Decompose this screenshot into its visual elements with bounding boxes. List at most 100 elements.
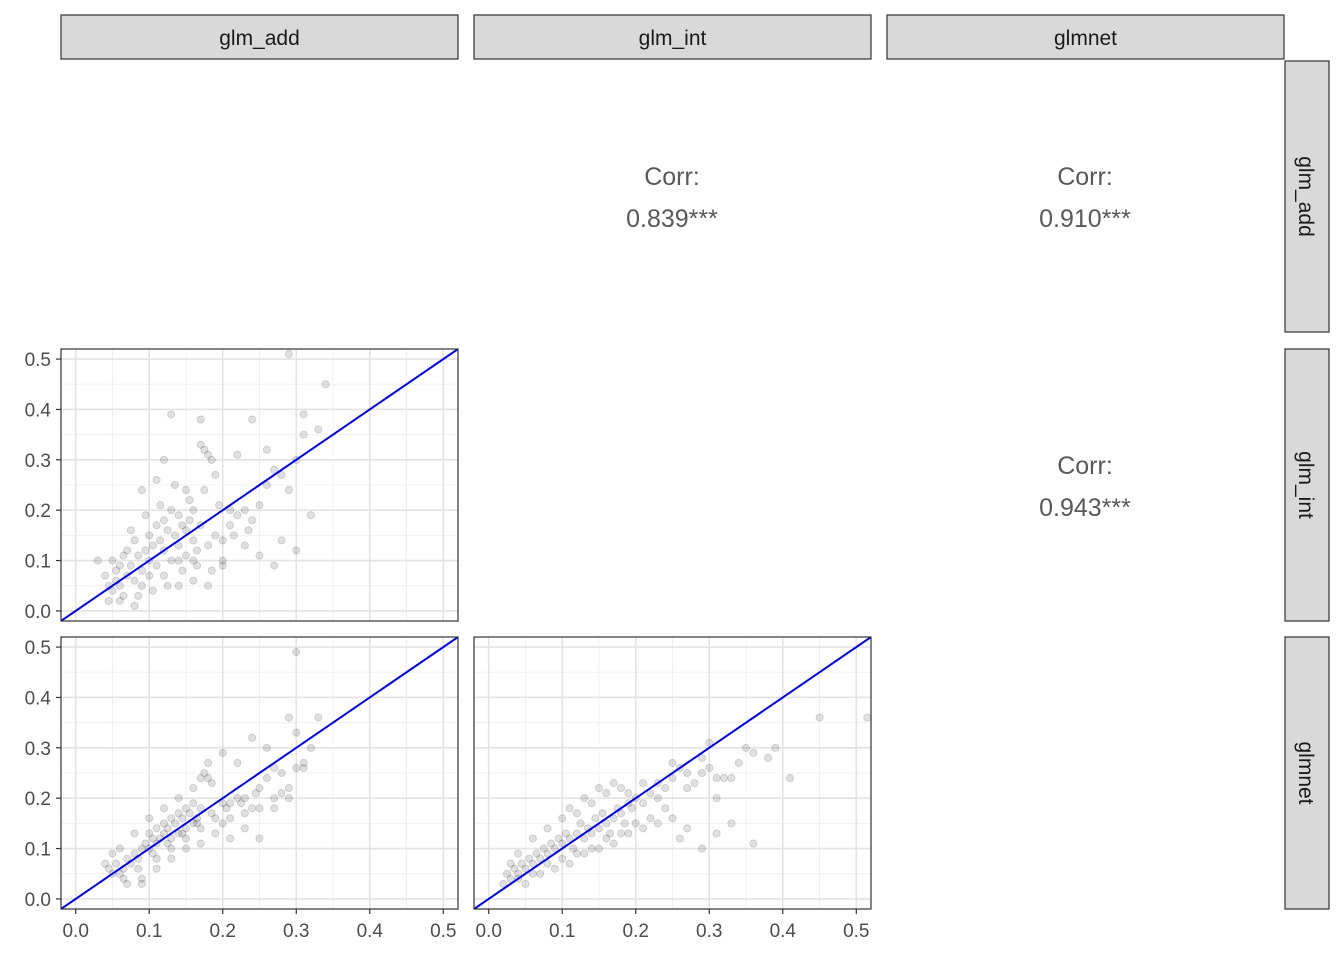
scatter-point bbox=[506, 859, 515, 868]
scatter-point bbox=[196, 774, 205, 783]
scatter-point bbox=[543, 859, 552, 868]
scatter-point bbox=[536, 869, 545, 878]
scatter-point bbox=[211, 470, 220, 479]
panel-border bbox=[473, 636, 872, 910]
y-tick-label: 0.1 bbox=[25, 840, 51, 861]
scatter-point bbox=[123, 546, 132, 555]
scatter-point bbox=[218, 536, 227, 545]
scatter-point bbox=[159, 516, 168, 525]
scatter-point bbox=[196, 415, 205, 424]
scatter-point bbox=[521, 879, 530, 888]
scatter-point bbox=[572, 829, 581, 838]
scatter-point bbox=[159, 829, 168, 838]
scatter-point bbox=[617, 809, 626, 818]
corr-label: Corr: bbox=[644, 163, 700, 191]
scatter-point bbox=[306, 511, 315, 520]
scatter-point bbox=[189, 784, 198, 793]
scatter-point bbox=[181, 486, 190, 495]
x-tick-label: 0.4 bbox=[357, 921, 384, 942]
scatter-point bbox=[314, 713, 323, 722]
scatter-point bbox=[550, 864, 559, 873]
scatter-point bbox=[594, 784, 603, 793]
scatter-point bbox=[145, 814, 154, 823]
scatter-point bbox=[152, 475, 161, 484]
scatter-point bbox=[705, 738, 714, 747]
scatter-point bbox=[134, 591, 143, 600]
scatter-point bbox=[536, 854, 545, 863]
scatter-point bbox=[200, 486, 209, 495]
scatter-point bbox=[115, 844, 124, 853]
scatter-point bbox=[543, 824, 552, 833]
row-strip-glm-add: glm_add bbox=[1284, 60, 1330, 333]
scatter-point bbox=[727, 774, 736, 783]
scatter-point bbox=[204, 541, 213, 550]
y-tick-label: 0.3 bbox=[25, 739, 51, 760]
scatter-point bbox=[215, 501, 224, 510]
scatter-point bbox=[661, 784, 670, 793]
scatter-point bbox=[668, 814, 677, 823]
scatter-point bbox=[284, 713, 293, 722]
scatter-point bbox=[606, 829, 615, 838]
scatter-point bbox=[624, 789, 633, 798]
scatter-point bbox=[514, 869, 523, 878]
scatter-point bbox=[167, 814, 176, 823]
scatter-point bbox=[163, 526, 172, 535]
scatter-point bbox=[181, 824, 190, 833]
scatter-point bbox=[248, 415, 257, 424]
scatter-point bbox=[181, 804, 190, 813]
scatter-point bbox=[108, 556, 117, 565]
corr-value: 0.910*** bbox=[1039, 205, 1131, 233]
panel-marks bbox=[61, 349, 458, 621]
scatter-point bbox=[675, 834, 684, 843]
scatter-point bbox=[255, 834, 264, 843]
scatter-point bbox=[270, 763, 279, 772]
scatter-point bbox=[204, 758, 213, 767]
scatter-point bbox=[189, 556, 198, 565]
scatter-point bbox=[115, 561, 124, 570]
x-tick-label: 0.0 bbox=[475, 921, 501, 942]
scatter-point bbox=[262, 743, 271, 752]
scatter-point bbox=[207, 455, 216, 464]
scatter-point bbox=[270, 794, 279, 803]
y-tick-label: 0.5 bbox=[25, 350, 51, 371]
scatter-point bbox=[609, 779, 618, 788]
scatter-point bbox=[185, 516, 194, 525]
scatter-point bbox=[565, 859, 574, 868]
scatter-point bbox=[580, 849, 589, 858]
y-tick-label: 0.0 bbox=[25, 602, 51, 623]
scatter-point bbox=[609, 814, 618, 823]
scatter-point bbox=[167, 410, 176, 419]
y-tick-label: 0.1 bbox=[25, 552, 51, 573]
scatter-point bbox=[108, 586, 117, 595]
scatter-point bbox=[178, 566, 187, 575]
scatter-point bbox=[170, 531, 179, 540]
scatter-point bbox=[705, 763, 714, 772]
scatter-point bbox=[499, 879, 508, 888]
scatter-point bbox=[218, 556, 227, 565]
scatter-point bbox=[646, 789, 655, 798]
scatter-point bbox=[240, 506, 249, 515]
scatter-point bbox=[207, 566, 216, 575]
scatter-point bbox=[594, 844, 603, 853]
scatter-point bbox=[134, 551, 143, 560]
scatter-point bbox=[572, 809, 581, 818]
y-tick-label: 0.0 bbox=[25, 890, 51, 911]
scatter-point bbox=[211, 829, 220, 838]
scatter-point bbox=[580, 834, 589, 843]
scatter-point bbox=[137, 486, 146, 495]
scatter-point bbox=[185, 809, 194, 818]
scatter-point bbox=[314, 425, 323, 434]
scatter-point bbox=[277, 470, 286, 479]
scatter-point bbox=[218, 561, 227, 570]
x-axis-glm-add: 0.0 0.1 0.2 0.3 0.4 0.5 bbox=[62, 909, 457, 942]
scatter-point bbox=[587, 799, 596, 808]
x-tick-label: 0.2 bbox=[623, 921, 649, 942]
scatter-point bbox=[156, 501, 165, 510]
scatter-point bbox=[148, 541, 157, 550]
scatter-point bbox=[181, 526, 190, 535]
scatter-point bbox=[141, 511, 150, 520]
scatter-point bbox=[130, 829, 139, 838]
scatter-point bbox=[204, 774, 213, 783]
scatter-point bbox=[163, 824, 172, 833]
scatter-point bbox=[506, 874, 515, 883]
